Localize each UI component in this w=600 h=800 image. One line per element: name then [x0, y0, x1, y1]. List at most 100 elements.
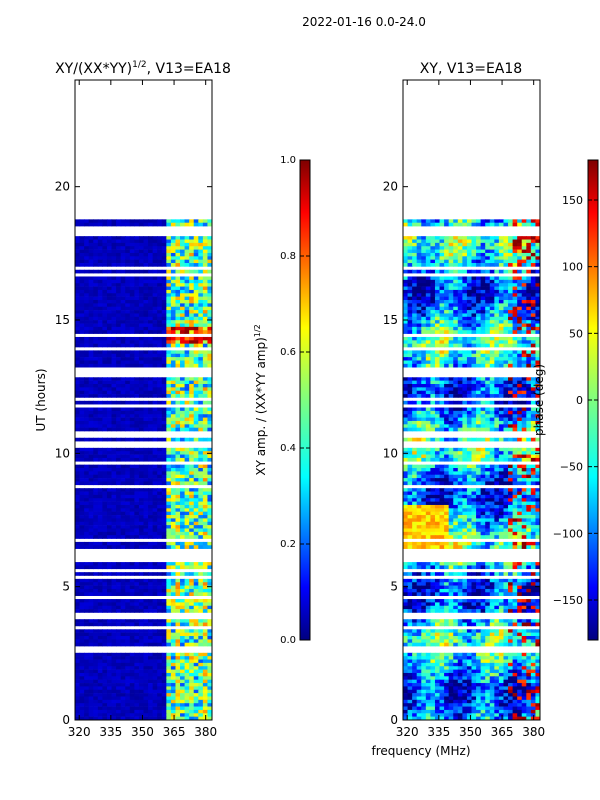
heatmap-cell [116, 525, 122, 529]
heatmap-cell [106, 518, 113, 523]
heatmap-cell [535, 303, 540, 308]
heatmap-cell [189, 316, 195, 321]
heatmap-cell [193, 357, 199, 361]
heatmap-cell [157, 632, 163, 637]
heatmap-cell [170, 565, 177, 570]
heatmap-cell [485, 336, 491, 341]
heatmap-cell [430, 320, 436, 324]
heatmap-cell [193, 693, 199, 697]
heatmap-cell [503, 320, 509, 324]
heatmap-cell [184, 387, 190, 392]
heatmap-cell [75, 494, 81, 499]
heatmap-cell [485, 256, 491, 260]
heatmap-cell [512, 357, 518, 361]
heatmap-cell [207, 508, 212, 512]
heatmap-cell [416, 390, 422, 395]
heatmap-cell [143, 602, 149, 607]
heatmap-cell [462, 249, 468, 254]
heatmap-cell [512, 326, 518, 331]
heatmap-cell [462, 293, 468, 297]
heatmap-cell [129, 320, 135, 324]
heatmap-cell [102, 390, 108, 395]
heatmap-cell [79, 464, 85, 469]
heatmap-cell [157, 662, 163, 667]
heatmap-cell [106, 706, 113, 711]
heatmap-cell [189, 599, 195, 603]
heatmap-cell [134, 652, 140, 657]
heatmap-cell [416, 414, 422, 418]
heatmap-cell [407, 249, 413, 254]
heatmap-cell [93, 384, 99, 388]
heatmap-cell [125, 293, 131, 297]
heatmap-cell [84, 242, 90, 247]
heatmap-cell [79, 300, 85, 304]
heatmap-cell [498, 279, 505, 284]
heatmap-cell [180, 636, 186, 640]
heatmap-cell [93, 276, 99, 281]
heatmap-cell [416, 263, 422, 267]
heatmap-cell [97, 464, 103, 469]
heatmap-cell [97, 501, 103, 506]
heatmap-cell [462, 323, 468, 328]
heatmap-cell [462, 414, 468, 418]
heatmap-cell [434, 276, 441, 281]
heatmap-cell [143, 572, 149, 576]
heatmap-cell [180, 521, 186, 526]
heatmap-cell [116, 474, 122, 479]
heatmap-cell [416, 380, 422, 385]
heatmap-cell [462, 340, 468, 344]
heatmap-cell [184, 316, 190, 321]
heatmap-cell [134, 481, 140, 486]
heatmap-cell [88, 629, 94, 633]
heatmap-cell [184, 424, 190, 428]
heatmap-cell [403, 242, 409, 247]
heatmap-cell [207, 659, 212, 664]
heatmap-cell [84, 669, 90, 674]
heatmap-cell [138, 652, 145, 657]
heatmap-cell [535, 410, 540, 415]
heatmap-cell [184, 535, 190, 539]
heatmap-cell [111, 582, 117, 586]
heatmap-cell [480, 343, 486, 348]
heatmap-cell [148, 263, 154, 267]
heatmap-cell [453, 303, 459, 308]
heatmap-cell [93, 252, 99, 257]
heatmap-cell [189, 672, 195, 677]
heatmap-cell [120, 478, 126, 482]
heatmap-cell [175, 249, 181, 254]
heatmap-cell [120, 330, 126, 334]
heatmap-cell [166, 699, 172, 704]
heatmap-cell [134, 300, 140, 304]
heatmap-cell [421, 310, 427, 314]
heatmap-cell [93, 293, 99, 297]
heatmap-cell [175, 528, 181, 533]
heatmap-cell [129, 424, 135, 428]
heatmap-cell [180, 659, 186, 664]
heatmap-cell [166, 457, 172, 462]
amplitude-heatmap [75, 219, 212, 720]
heatmap-cell [111, 343, 117, 348]
heatmap-cell [189, 588, 195, 593]
heatmap-cell [138, 283, 145, 287]
heatmap-cell [84, 236, 90, 240]
heatmap-cell [138, 481, 145, 486]
heatmap-cell [189, 531, 195, 536]
heatmap-cell [180, 602, 186, 607]
heatmap-cell [180, 350, 186, 355]
heatmap-cell [125, 572, 131, 576]
heatmap-cell [175, 508, 181, 512]
heatmap-cell [193, 478, 199, 482]
heatmap-cell [116, 417, 122, 422]
heatmap-cell [120, 276, 126, 281]
heatmap-cell [434, 259, 441, 264]
heatmap-cell [84, 541, 90, 546]
heatmap-cell [129, 417, 135, 422]
heatmap-cell [430, 410, 436, 415]
heatmap-cell [517, 380, 523, 385]
heatmap-cell [170, 323, 177, 328]
heatmap-cell [453, 236, 459, 240]
heatmap-cell [530, 336, 537, 341]
heatmap-cell [134, 588, 140, 593]
heatmap-cell [457, 350, 463, 355]
heatmap-cell [111, 283, 117, 287]
